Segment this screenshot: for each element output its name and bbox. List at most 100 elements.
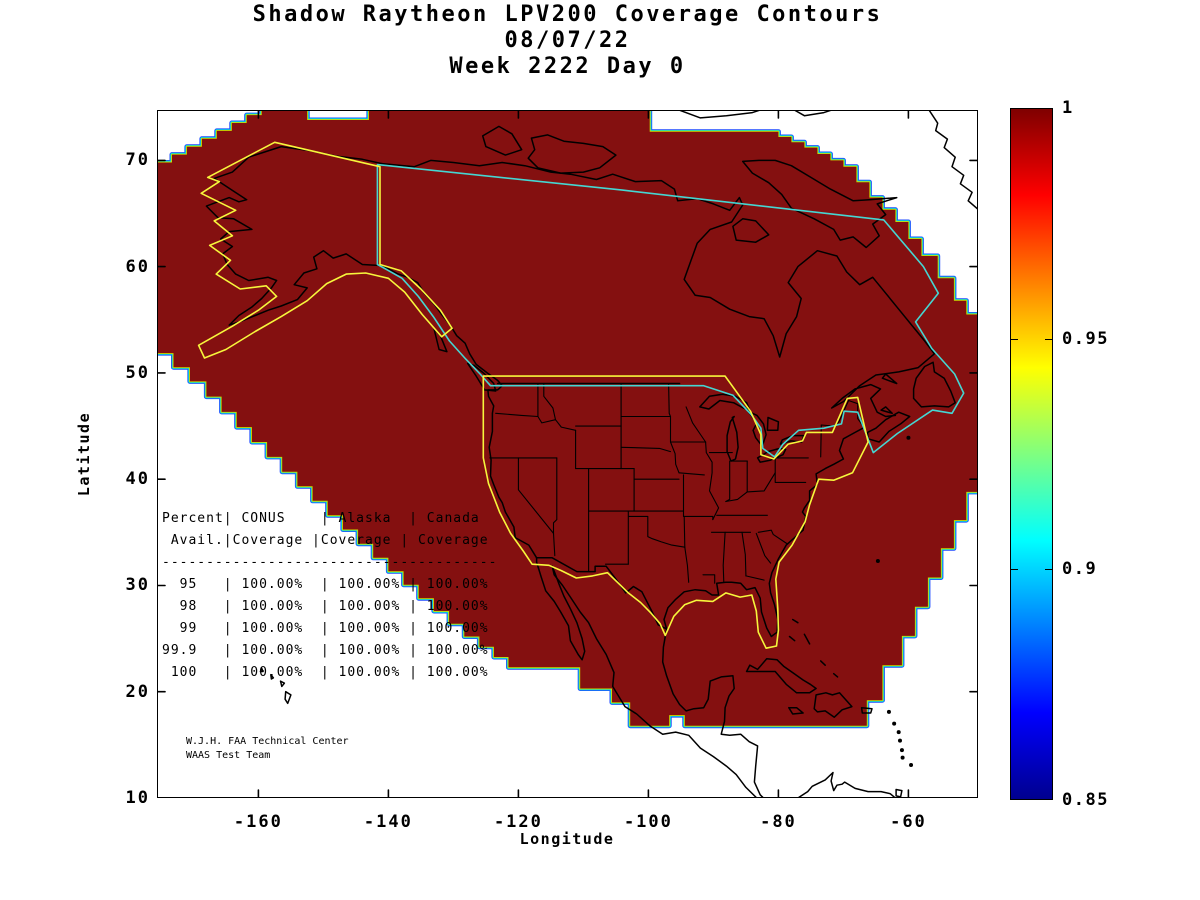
coverage-contour-yellow <box>197 141 453 359</box>
coastline <box>912 361 956 408</box>
state-border <box>774 457 807 483</box>
state-border <box>725 491 748 503</box>
coastline <box>535 557 607 573</box>
coastline <box>819 660 826 666</box>
coastline <box>466 362 497 392</box>
y-tick-label: 50 <box>125 362 150 383</box>
coastline <box>880 406 893 415</box>
state-border <box>552 532 556 557</box>
island-dot <box>896 730 901 735</box>
coastline <box>860 706 873 714</box>
coastline <box>205 145 383 326</box>
chart-title: Shadow Raytheon LPV200 Coverage Contours <box>252 2 883 27</box>
lake-outline <box>766 416 780 432</box>
state-border <box>684 546 690 583</box>
x-tick-label: -120 <box>493 812 543 832</box>
coastline <box>270 673 275 680</box>
coastline <box>866 411 911 443</box>
state-border <box>517 457 555 534</box>
state-border <box>755 532 772 564</box>
state-border <box>668 382 672 418</box>
credit-text: W.J.H. FAA Technical Center WAAS Test Te… <box>186 736 349 761</box>
canada-coverage-contour <box>376 163 965 458</box>
coastline <box>481 125 523 156</box>
colorbar-tick-label: 0.85 <box>1062 790 1109 810</box>
island-dot <box>906 435 911 440</box>
state-border <box>620 446 672 453</box>
state-border <box>683 515 686 548</box>
lake-outline <box>756 447 787 463</box>
colorbar-tick-mark <box>1010 338 1018 340</box>
coastline <box>791 618 799 624</box>
coastline <box>803 633 811 645</box>
coastline <box>741 159 898 249</box>
coastline <box>788 706 804 715</box>
state-border <box>722 531 726 583</box>
y-tick-label: 60 <box>125 256 150 277</box>
island-dot <box>900 755 905 760</box>
colorbar-tick-mark <box>1045 569 1053 571</box>
state-border <box>741 531 747 577</box>
coastline <box>535 557 586 661</box>
chart-subtitle-date: 08/07/22 <box>504 28 631 53</box>
coastline <box>279 680 286 688</box>
coastline <box>527 134 617 174</box>
island-dot <box>875 559 880 564</box>
coastline <box>928 110 978 211</box>
state-border <box>552 457 558 534</box>
title-block: Shadow Raytheon LPV200 Coverage Contours… <box>157 2 978 80</box>
state-border <box>669 441 680 474</box>
y-axis-label: Latitude <box>75 411 93 497</box>
coastline <box>797 771 897 798</box>
x-tick-label: -60 <box>890 812 927 832</box>
state-border <box>685 406 707 443</box>
x-axis-label: Longitude <box>519 830 615 848</box>
colorbar-tick-label: 0.9 <box>1062 559 1098 580</box>
x-tick-label: -160 <box>233 812 283 832</box>
lake-outline <box>779 434 805 445</box>
state-border <box>678 472 705 476</box>
state-border <box>746 472 776 493</box>
coverage-map <box>157 110 978 798</box>
y-tick-label: 40 <box>125 469 150 490</box>
x-tick-label: -140 <box>363 812 413 832</box>
y-tick-label: 30 <box>125 575 150 596</box>
state-border <box>820 424 822 458</box>
island-dot <box>909 763 914 768</box>
y-tick-label: 70 <box>125 150 150 171</box>
coastline <box>832 672 839 678</box>
island-dot <box>897 738 902 743</box>
coastline <box>551 565 758 798</box>
plot-frame <box>157 110 978 798</box>
coastline <box>745 658 817 694</box>
state-border <box>745 575 765 581</box>
colorbar <box>1010 108 1053 800</box>
colorbar-tick-label: 1 <box>1062 98 1074 118</box>
colorbar-tick-mark <box>1010 569 1018 571</box>
coverage-contour-yellow <box>482 375 869 649</box>
island-dot <box>892 721 897 726</box>
island-dot <box>886 709 891 714</box>
coastline <box>881 373 898 385</box>
coastline <box>259 667 264 673</box>
state-border <box>702 574 716 584</box>
colorbar-tick-mark <box>1045 338 1053 340</box>
coastline <box>381 159 936 418</box>
state-border <box>757 529 789 545</box>
island-dot <box>899 748 904 753</box>
coastline <box>284 690 292 705</box>
coastline <box>895 788 903 798</box>
coastline <box>676 110 763 119</box>
availability-stats-table: Percent| CONUS | Alaska | Canada Avail.|… <box>162 511 498 680</box>
coastline <box>732 218 770 243</box>
coastline <box>788 635 796 642</box>
x-tick-label: -100 <box>623 812 673 832</box>
y-tick-label: 10 <box>125 788 150 808</box>
coastline <box>813 692 853 718</box>
state-border <box>495 412 539 418</box>
chart-subtitle-week: Week 2222 Day 0 <box>449 54 686 79</box>
colorbar-tick-label: 0.95 <box>1062 328 1109 349</box>
lake-outline <box>726 415 739 462</box>
coastline <box>661 427 864 798</box>
